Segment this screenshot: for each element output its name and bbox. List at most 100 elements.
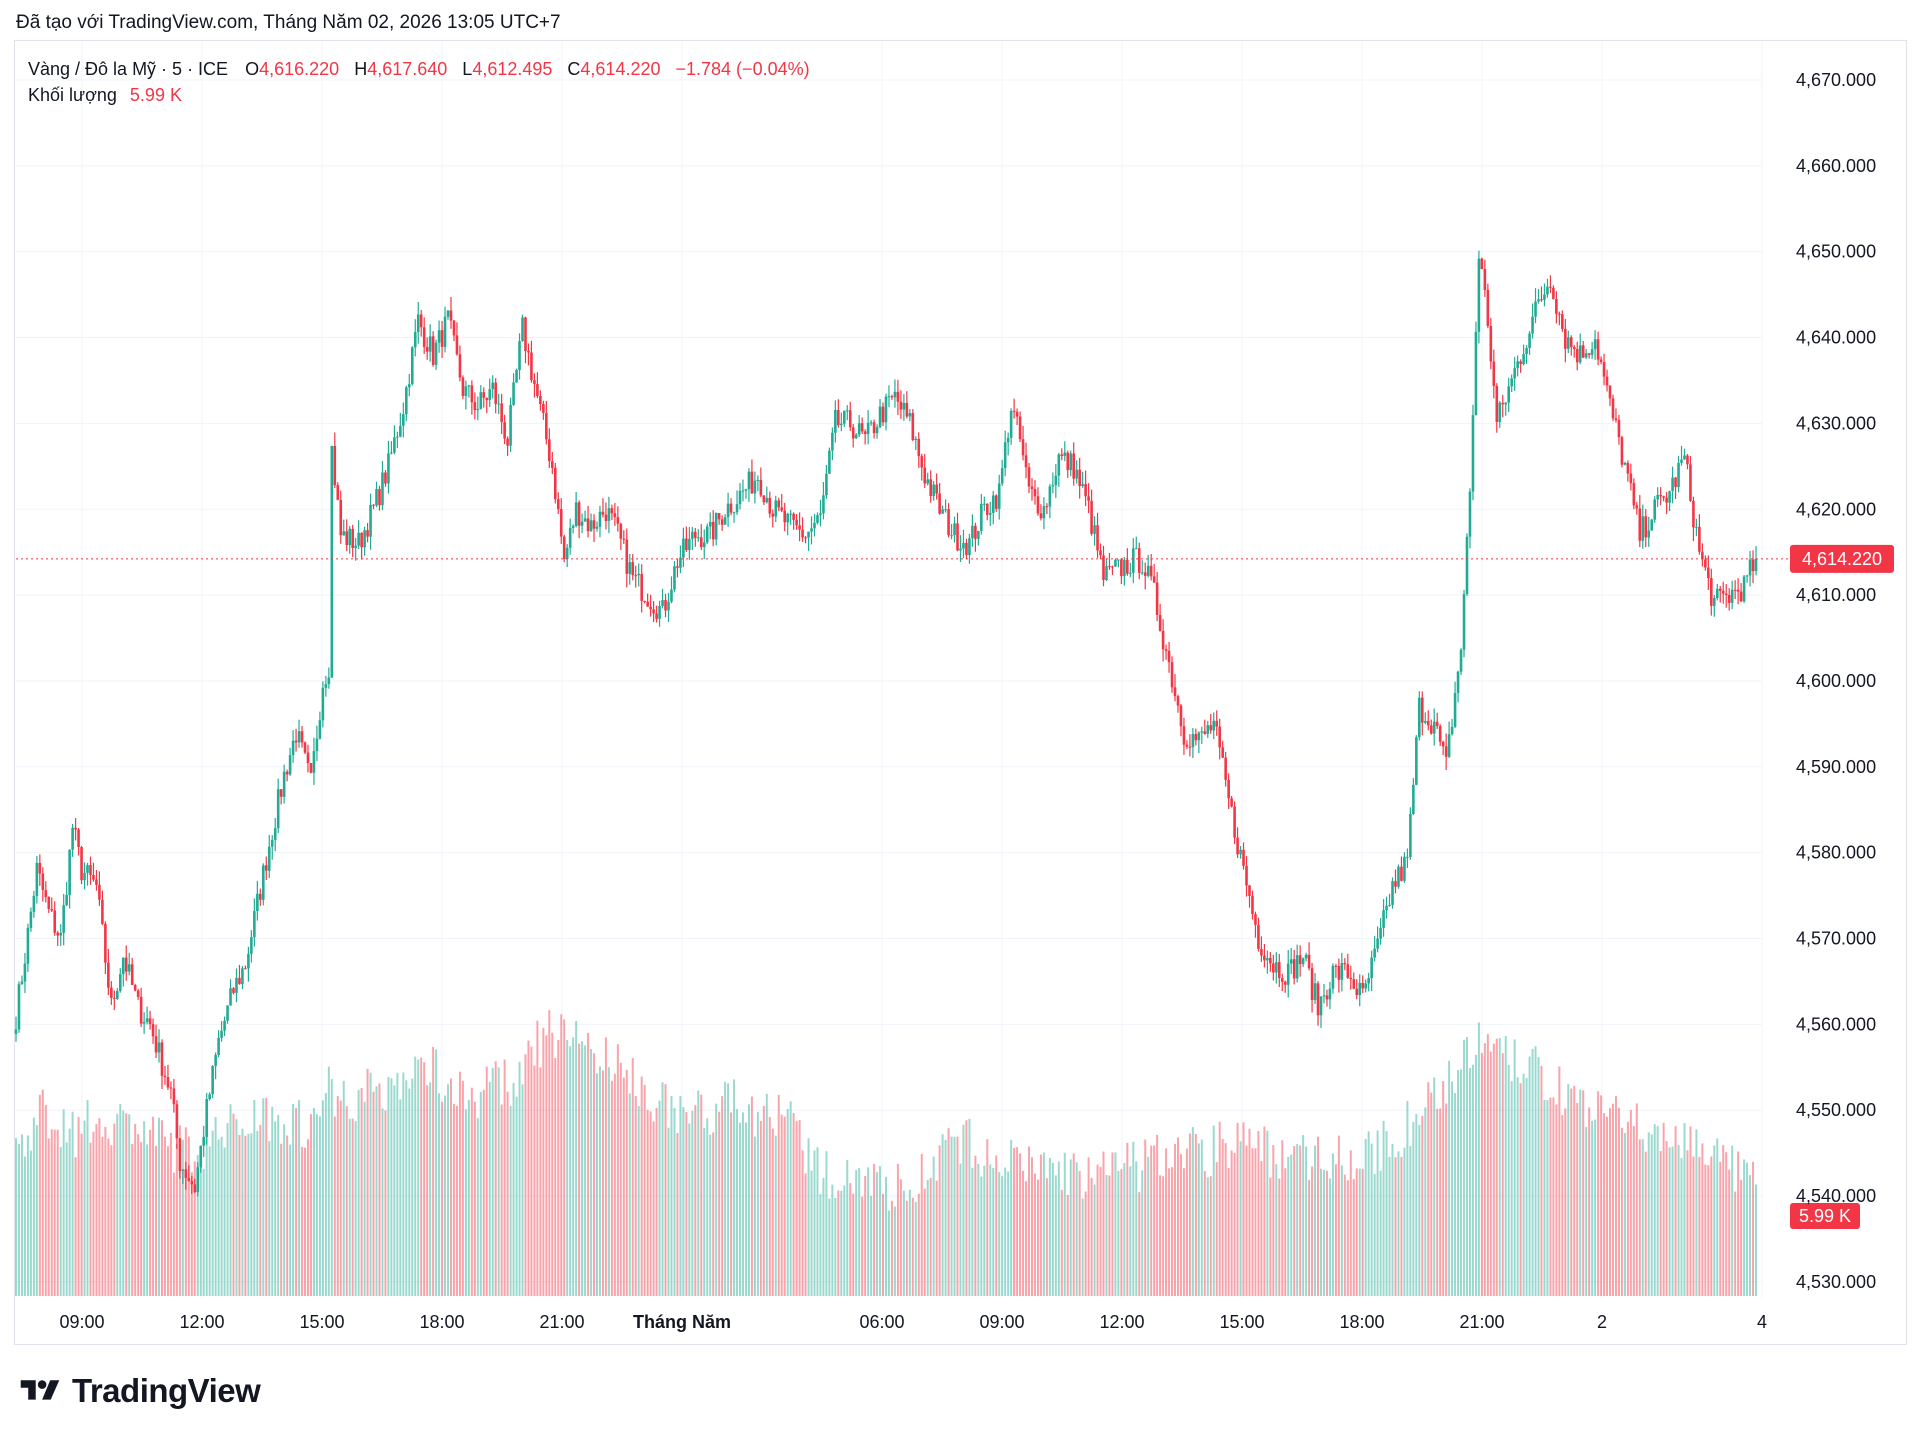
y-tick-label: 4,610.000 [1796,585,1876,605]
candle-body [732,512,736,514]
candle-body [1692,500,1695,528]
candle-body [771,513,775,517]
candle-body [1638,508,1642,541]
candle-body [1507,386,1511,403]
volume-bar [1737,1151,1740,1296]
volume-bar [935,1180,938,1296]
volume-bar [655,1107,658,1296]
volume-bar [828,1198,831,1296]
candle-body [354,545,357,549]
volume-bar [140,1142,143,1296]
volume-bar [1683,1123,1686,1296]
volume-bar [1001,1176,1004,1296]
symbol-label[interactable]: Vàng / Đô la Mỹ · 5 · ICE [28,59,229,79]
candle-body [133,984,137,991]
volume-bar [467,1099,470,1296]
volume-bar [32,1117,35,1296]
candle-body [786,513,789,523]
volume-bar [834,1197,837,1296]
volume-bar [941,1134,944,1296]
candle-body [1003,442,1007,469]
volume-bar [914,1201,917,1296]
volume-bar [584,1045,587,1296]
x-tick-label: 12:00 [179,1312,224,1332]
candle-body [273,828,277,840]
candle-body [1292,959,1296,979]
volume-bar [691,1110,694,1296]
candle-body [1158,614,1162,631]
candle-body [1689,464,1692,501]
y-tick-label: 4,640.000 [1796,328,1876,348]
candle-body [598,511,602,527]
volume-bar [923,1188,926,1296]
candle-body [402,414,405,426]
candle-body [1203,731,1207,734]
volume-bar [271,1106,274,1296]
candle-body [562,536,566,560]
candle-body [1021,439,1025,456]
volume-bar [1057,1161,1060,1296]
candle-body [232,988,235,993]
candle-body [595,526,599,529]
tradingview-logo[interactable]: TradingView [16,1372,261,1410]
candle-body [565,547,569,560]
candle-body [1349,977,1353,980]
volume-bar [318,1116,321,1296]
candle-body [89,865,92,875]
volume-bar [1611,1103,1614,1296]
volume-bar [1212,1125,1215,1296]
candle-body [634,575,638,577]
volume-bar [518,1061,521,1296]
candle-body [1501,402,1505,405]
candle-body [1313,983,1317,1000]
volume-bar [274,1121,277,1296]
candle-body [1215,720,1219,727]
candle-body [1647,530,1651,538]
candle-body [1283,981,1287,985]
volume-bar [1230,1150,1233,1296]
volume-bar [339,1100,342,1296]
volume-bar [1117,1170,1120,1296]
candle-body [413,332,417,348]
volume-badge[interactable] [1790,1203,1860,1229]
candle-body [1641,516,1645,541]
candle-body [1236,837,1239,855]
volume-bar [426,1085,429,1296]
candle-body [50,909,54,911]
volume-bar [896,1163,899,1296]
candle-body [887,396,891,398]
volume-bar [1069,1159,1072,1296]
volume-bar [476,1118,479,1296]
candle-body [1423,720,1427,723]
candle-body [1257,924,1260,949]
low-value: 4,612.495 [472,59,553,79]
volume-bar [1311,1166,1314,1296]
volume-bar [283,1124,286,1296]
candle-body [1212,720,1216,731]
last-price-badge[interactable] [1790,544,1894,573]
candle-body [1596,339,1600,360]
candle-body [187,1177,191,1181]
low-label: L [462,59,473,79]
volume-bar [548,1010,551,1296]
candle-body [1057,454,1061,476]
volume-bar [1361,1168,1364,1296]
volume-bar [1609,1108,1612,1296]
candle-body [1072,453,1076,479]
candle-body [962,542,965,549]
y-tick-label: 4,550.000 [1796,1100,1876,1120]
candle-body [828,450,831,474]
volume-bar [44,1104,47,1296]
candle-body [1486,290,1490,326]
candle-body [261,865,265,900]
volume-bar [372,1091,375,1296]
x-tick-label: 09:00 [979,1312,1024,1332]
volume-bar [1731,1145,1734,1296]
volume-bar [1108,1175,1111,1296]
volume-bar [1638,1139,1641,1296]
candle-body [497,403,500,405]
volume-bar [908,1189,911,1296]
volume-label[interactable]: Khối lượng [28,85,117,105]
candle-body [229,988,232,1006]
